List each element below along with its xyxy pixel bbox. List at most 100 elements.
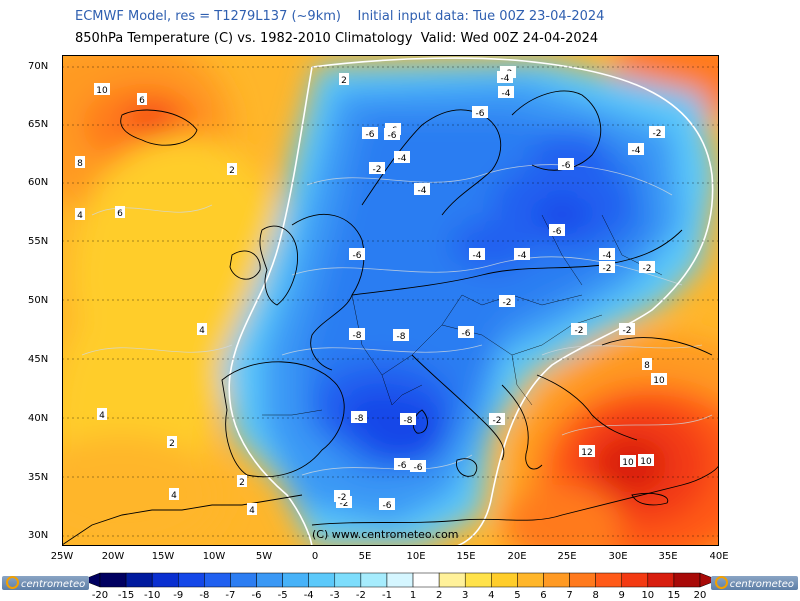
contour-label: -6 [476,109,485,119]
contour-label: 4 [199,326,205,336]
contour-label-bg [469,248,485,260]
contour-label: -6 [462,329,471,339]
lat-label: 55N [28,236,49,247]
contour-label: -6 [366,130,375,140]
contour-label: -2 [503,298,512,308]
colorbar-label: 20 [693,590,707,601]
colorbar-label: -20 [91,590,109,601]
coastlines [62,90,719,546]
lon-label: 0 [311,551,319,562]
contour-label: 8 [644,361,650,371]
lat-label: 65N [28,119,49,130]
contour-label-bg [642,358,652,370]
colorbar-label: 2 [435,590,443,601]
lat-label: 35N [28,472,49,483]
colorbar-label: 15 [667,590,681,601]
colorbar-label: -8 [199,590,210,601]
lon-label: 20E [507,551,527,562]
contour-label: -8 [355,414,364,424]
contour-label-bg [579,445,595,457]
contour-label-bg [599,248,615,260]
contour-label-bg [558,158,574,170]
logo-ring-icon [714,576,728,589]
colorbar-cell [360,572,388,588]
contour-label: -6 [414,463,423,473]
contour-label: -6 [353,251,362,261]
colorbar-cell [464,572,492,588]
contour-label: -2 [643,264,652,274]
contour-label-bg [349,328,365,340]
colorbar-label: -5 [277,590,288,601]
contour-label-bg [362,127,378,139]
contour-label-bg [458,326,474,338]
contour-label: -4 [502,89,511,99]
contour-label: 12 [581,448,592,458]
contour-label-bg [628,143,644,155]
contour-label: 2 [229,166,235,176]
lon-label: 15W [151,551,175,562]
contour-label-bg [400,413,416,425]
contour-label: -6 [553,227,562,237]
colorbar-cell [282,572,309,588]
contour-label-bg [414,183,430,195]
contour-label-bg [499,295,515,307]
contour-label: -4 [603,251,612,261]
contour-label-bg [379,498,395,510]
colorbar-cell [647,572,675,588]
colorbar-cell [517,572,544,588]
contour-label: 4 [171,491,177,501]
lat-label: 50N [28,295,49,306]
colorbar-cell [230,572,257,588]
colorbar-cell [256,572,283,588]
colorbar-label: -15 [117,590,135,601]
contour-label-bg [472,106,488,118]
colorbar-cell [308,572,336,588]
colorbar-label: 4 [488,590,495,601]
colorbar-label: -7 [225,590,236,601]
contour-label-bg [497,71,513,83]
contour-label-bg [394,458,410,470]
lon-label: 5W [255,551,273,562]
colorbar-label: 5 [514,590,521,601]
contour-label: -2 [623,326,632,336]
colorbar-max-arrow [699,572,719,588]
minor-contour-lines [81,164,713,476]
contour-label-bg [75,208,85,220]
contour-label: 6 [139,96,145,106]
colorbar-label: -9 [173,590,184,601]
contour-label-bg [94,83,110,95]
contour-label-bg [197,323,207,335]
logo-text: centrometeo [729,579,794,590]
colorbar-cell [438,572,466,588]
map-frame [62,55,719,546]
lat-label: 45N [28,354,49,365]
colorbar-cell [673,572,701,588]
colorbar-cell [386,572,414,588]
contour-label: -4 [418,186,427,196]
colorbar-label: -3 [329,590,340,601]
contour-label-bg [351,411,367,423]
colorbar-cell [151,572,179,588]
lon-label: 30E [608,551,628,562]
contour-label-bg [639,261,655,273]
lon-label: 5E [358,551,372,562]
lat-label: 70N [28,61,49,72]
lon-label: 35E [658,551,678,562]
contour-label: -2 [603,264,612,274]
lat-label: 30N [28,530,49,541]
colorbar-label: -2 [355,590,366,601]
contour-label: 10 [96,86,108,96]
colorbar-label: -10 [144,590,161,601]
contour-label-bg [384,128,400,140]
temperature-anomaly-map: 10684624424242-2-4-6-4-6-4-6-6-4-4-2-2-6… [62,55,719,546]
contour-label: -4 [473,251,482,261]
contour-label-bg [334,490,350,502]
zero-contour-lines [228,57,714,546]
contour-label-bg [620,455,636,467]
colorbar-label: 7 [566,590,573,601]
contour-label: 10 [653,376,665,386]
lon-label: 25E [557,551,577,562]
contour-label: 10 [622,458,634,468]
lon-label: 10E [406,551,426,562]
contour-label: 2 [169,439,175,449]
